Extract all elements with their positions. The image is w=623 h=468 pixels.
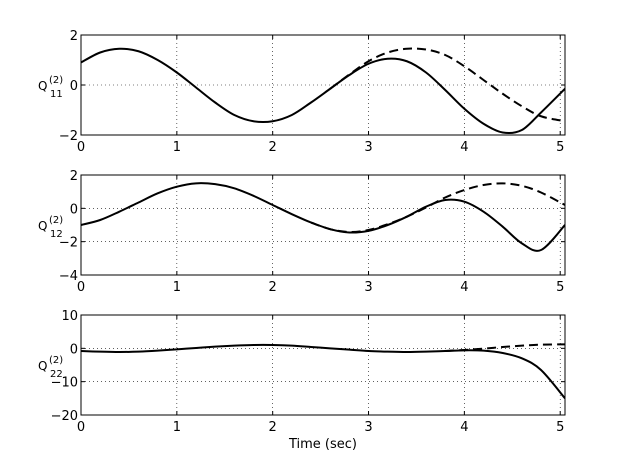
y-axis-title-superscript: (2) <box>49 75 63 86</box>
series-line-dashed <box>310 182 565 234</box>
x-tick-label: 2 <box>269 140 277 155</box>
x-tick-label: 1 <box>173 140 181 155</box>
y-tick-label: −2 <box>59 236 78 251</box>
y-tick-label: 2 <box>70 29 78 44</box>
x-tick-label: 4 <box>460 280 468 295</box>
y-axis-title-superscript: (2) <box>49 215 63 226</box>
x-tick-label: 3 <box>364 140 372 155</box>
y-tick-label: 0 <box>70 342 78 357</box>
y-axis-title: Q <box>38 359 47 373</box>
x-tick-label: 5 <box>556 280 564 295</box>
y-axis-title: Q <box>38 219 47 233</box>
y-axis-title-subscript: 11 <box>50 89 63 100</box>
x-tick-label: 4 <box>460 140 468 155</box>
series-line-solid <box>81 182 565 252</box>
series-line-dashed <box>445 343 565 352</box>
y-tick-label: −4 <box>59 269 78 284</box>
y-tick-label: −10 <box>51 376 78 391</box>
x-tick-label: 4 <box>460 420 468 435</box>
y-tick-label: 0 <box>70 79 78 94</box>
x-tick-label: 5 <box>556 420 564 435</box>
axes-frame <box>80 174 566 276</box>
axes-frame <box>80 314 566 416</box>
y-tick-label: −2 <box>59 129 78 144</box>
series-line-dashed <box>329 47 565 123</box>
x-tick-label: 3 <box>364 280 372 295</box>
x-tick-label: 2 <box>269 420 277 435</box>
y-axis-title: Q <box>38 79 47 93</box>
y-tick-label: −20 <box>51 409 78 424</box>
series-line-solid <box>81 343 565 399</box>
x-axis-title: Time (sec) <box>288 437 357 452</box>
x-tick-label: 0 <box>77 280 85 295</box>
plot-area <box>81 315 565 415</box>
x-tick-label: 3 <box>364 420 372 435</box>
y-axis-title-subscript: 12 <box>50 229 63 240</box>
plot-area <box>81 175 565 275</box>
y-tick-label: 2 <box>70 169 78 184</box>
series-line-solid <box>81 47 565 135</box>
x-tick-label: 1 <box>173 420 181 435</box>
y-axis-title-subscript: 22 <box>50 369 63 380</box>
x-tick-label: 1 <box>173 280 181 295</box>
x-tick-label: 5 <box>556 140 564 155</box>
y-tick-label: 10 <box>61 309 78 324</box>
x-tick-label: 0 <box>77 140 85 155</box>
subplot-3: 0 1 2 3 4 5 −20 −10 0 10 Q (2) 22 Time (sec) <box>38 309 566 452</box>
y-axis-title-superscript: (2) <box>49 355 63 366</box>
x-tick-label: 0 <box>77 420 85 435</box>
y-tick-label: 0 <box>70 202 78 217</box>
x-tick-label: 2 <box>269 280 277 295</box>
